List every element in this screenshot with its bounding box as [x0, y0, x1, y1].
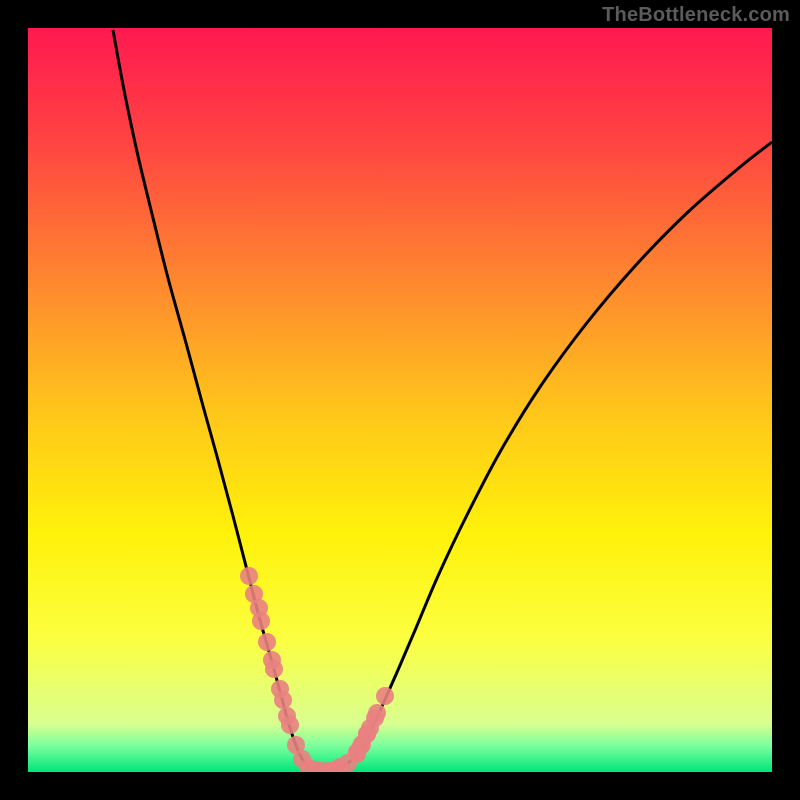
chart-root: TheBottleneck.com	[0, 0, 800, 800]
scatter-marker	[240, 567, 258, 585]
scatter-marker	[281, 716, 299, 734]
scatter-marker	[366, 709, 384, 727]
watermark-text: TheBottleneck.com	[602, 4, 790, 27]
scatter-marker	[258, 633, 276, 651]
scatter-marker	[274, 691, 292, 709]
plot-area	[28, 28, 772, 780]
chart-svg	[0, 0, 800, 800]
scatter-marker	[352, 737, 370, 755]
scatter-marker	[265, 660, 283, 678]
scatter-marker	[250, 599, 268, 617]
scatter-marker	[376, 687, 394, 705]
gradient-background	[28, 28, 772, 772]
